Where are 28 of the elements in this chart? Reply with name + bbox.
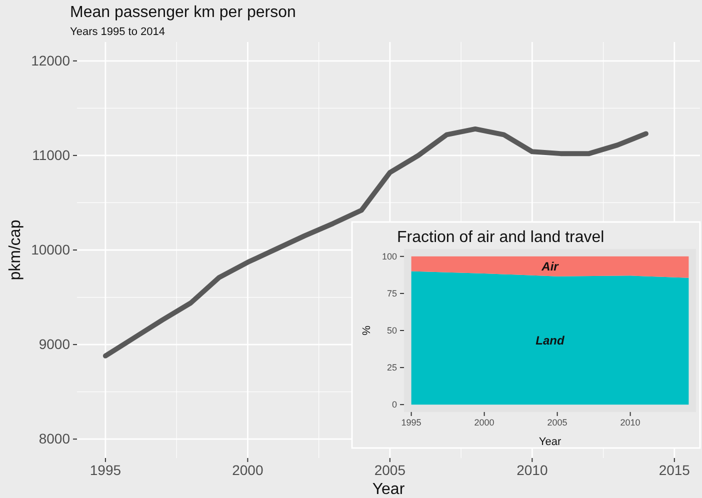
x-tick-label: 2010 — [516, 462, 548, 478]
x-axis-title: Year — [538, 436, 562, 448]
series-label: Land — [536, 334, 565, 348]
x-tick-label: 1995 — [90, 462, 122, 478]
y-tick-label: 9000 — [38, 336, 70, 352]
series-label: Air — [540, 260, 560, 274]
x-tick-label: 2005 — [374, 462, 406, 478]
y-axis-title: pkm/cap — [7, 220, 24, 280]
y-tick-label: 0 — [392, 399, 397, 410]
chart-subtitle: Years 1995 to 2014 — [70, 26, 166, 38]
x-tick-label: 2015 — [658, 462, 690, 478]
y-tick-label: 11000 — [32, 146, 70, 163]
y-tick-label: 25 — [386, 362, 397, 372]
x-tick-label: 2000 — [474, 417, 494, 428]
x-tick-label: 1995 — [401, 417, 422, 428]
x-tick-label: 2010 — [620, 417, 640, 428]
y-tick-label: 8000 — [38, 430, 70, 447]
y-axis-title: % — [361, 325, 373, 336]
chart-title: Mean passenger km per person — [70, 4, 296, 21]
chart-title: Fraction of air and land travel — [397, 229, 604, 246]
x-axis-title: Year — [372, 481, 406, 498]
y-tick-label: 100 — [382, 251, 397, 262]
y-tick-label: 12000 — [31, 52, 70, 68]
x-tick-label: 2005 — [547, 417, 568, 428]
y-tick-label: 75 — [386, 288, 397, 298]
y-tick-label: 50 — [386, 325, 397, 336]
x-tick-label: 2000 — [232, 462, 264, 478]
y-tick-label: 10000 — [31, 241, 70, 258]
